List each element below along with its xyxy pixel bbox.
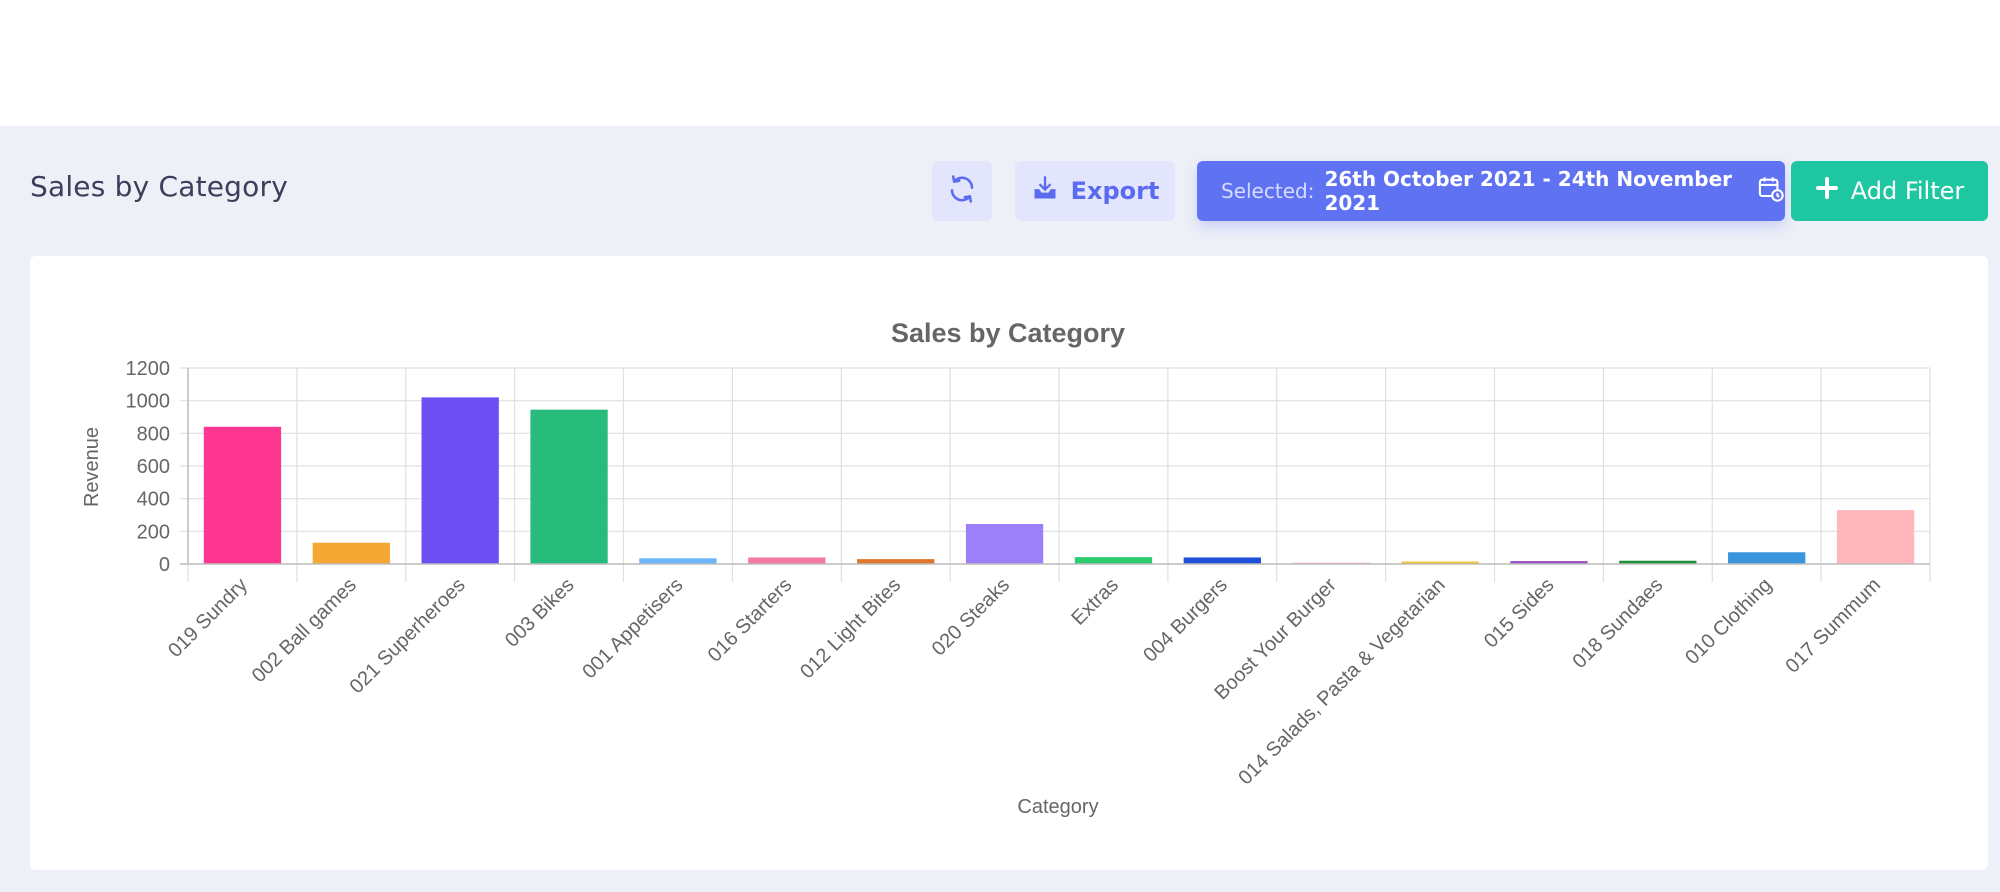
chart-card: Sales by Category Revenue Category 0 200 4… bbox=[30, 256, 1988, 870]
bar-6[interactable] bbox=[748, 557, 826, 564]
x-tick-label: 001 Appetisers bbox=[578, 574, 687, 683]
download-icon bbox=[1031, 174, 1059, 208]
bar-4[interactable] bbox=[530, 409, 608, 564]
bar-13[interactable] bbox=[1510, 561, 1588, 564]
x-tick-label: 018 Sundaes bbox=[1568, 574, 1667, 673]
bar-14[interactable] bbox=[1619, 560, 1697, 564]
x-tick-label: 017 Summum bbox=[1782, 574, 1886, 678]
bar-8[interactable] bbox=[965, 523, 1044, 564]
bar-16[interactable] bbox=[1836, 510, 1915, 564]
y-tick-label: 1000 bbox=[126, 391, 171, 413]
y-tick-label: 400 bbox=[137, 489, 170, 511]
selected-date-range: 26th October 2021 - 24th November 2021 bbox=[1324, 167, 1733, 215]
bar-2[interactable] bbox=[312, 542, 390, 564]
sales-by-category-chart: Sales by Category Revenue Category 0 200 4… bbox=[81, 318, 1931, 818]
x-tick-label: 016 Starters bbox=[704, 574, 797, 667]
x-tick-label: 010 Clothing bbox=[1681, 574, 1776, 669]
bar-12[interactable] bbox=[1401, 561, 1479, 564]
x-tick-label: 012 Light Bites bbox=[796, 574, 905, 683]
x-tick-label: 019 Sundry bbox=[164, 574, 252, 662]
bar-10[interactable] bbox=[1183, 557, 1261, 564]
x-tick-label: Extras bbox=[1067, 574, 1123, 630]
export-label: Export bbox=[1070, 177, 1160, 205]
selected-label: Selected: bbox=[1221, 179, 1315, 203]
x-tick-label: 015 Sides bbox=[1480, 574, 1558, 652]
x-tick-label: 002 Ball games bbox=[248, 574, 361, 687]
x-tick-label: 003 Bikes bbox=[501, 574, 579, 652]
add-filter-label: Add Filter bbox=[1850, 177, 1965, 205]
calendar-clock-icon bbox=[1757, 175, 1785, 207]
chart-axes bbox=[180, 368, 1930, 565]
y-axis-label: Revenue bbox=[81, 427, 103, 507]
x-tick-label: 014 Salads, Pasta & Vegetarian bbox=[1234, 574, 1449, 789]
x-tick-label: 021 Superheroes bbox=[346, 574, 470, 698]
y-tick-label: 1200 bbox=[126, 358, 171, 380]
bar-5[interactable] bbox=[639, 558, 717, 564]
export-button[interactable]: Export bbox=[1015, 161, 1175, 221]
bar-7[interactable] bbox=[857, 559, 935, 564]
x-tick-label: 004 Burgers bbox=[1139, 574, 1232, 667]
x-tick-label: Boost Your Burger bbox=[1210, 574, 1341, 705]
bar-15[interactable] bbox=[1728, 552, 1806, 564]
x-tick-label: 020 Steaks bbox=[928, 574, 1014, 660]
y-tick-labels: 0 200 400 600 800 1000 1200 bbox=[126, 358, 171, 576]
bar-1[interactable] bbox=[203, 426, 282, 564]
plus-icon bbox=[1815, 176, 1839, 206]
date-range-picker[interactable]: Selected: 26th October 2021 - 24th Novem… bbox=[1197, 161, 1785, 221]
bar-9[interactable] bbox=[1074, 557, 1153, 564]
refresh-button[interactable] bbox=[932, 161, 992, 221]
y-tick-label: 600 bbox=[137, 456, 170, 478]
y-tick-label: 200 bbox=[137, 521, 170, 543]
chart-title: Sales by Category bbox=[891, 318, 1125, 348]
bar-3[interactable] bbox=[421, 397, 499, 564]
y-tick-label: 800 bbox=[137, 423, 170, 445]
add-filter-button[interactable]: Add Filter bbox=[1791, 161, 1988, 221]
chart-bars bbox=[203, 397, 1915, 564]
refresh-icon bbox=[947, 174, 977, 208]
y-tick-label: 0 bbox=[159, 554, 170, 576]
page-title: Sales by Category bbox=[30, 170, 288, 203]
x-axis-label: Category bbox=[1017, 796, 1098, 818]
top-header-area bbox=[0, 0, 2000, 126]
